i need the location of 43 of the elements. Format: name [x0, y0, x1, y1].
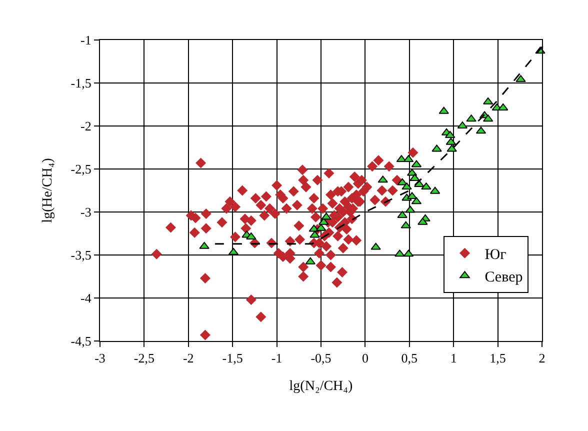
y-axis-title: lg(He/CH₄) — [40, 158, 56, 223]
point — [310, 230, 320, 238]
legend-label: Север — [484, 269, 523, 286]
x-tick-label: -3 — [94, 350, 106, 366]
point — [446, 144, 457, 152]
x-tick-label: 2 — [538, 350, 546, 366]
y-tick-label: -1 — [80, 32, 92, 48]
point — [394, 250, 405, 257]
legend-label: Юг — [484, 246, 506, 263]
x-tick-label: 1,5 — [490, 350, 506, 366]
x-tick-label: 0,5 — [401, 350, 418, 366]
point — [378, 176, 388, 183]
point — [397, 210, 408, 218]
y-tick-label: -4,5 — [70, 334, 92, 349]
point — [516, 75, 526, 82]
point — [397, 178, 408, 186]
y-tick-label: -4 — [80, 290, 92, 306]
y-tick-label: -1,5 — [70, 76, 92, 91]
point — [400, 221, 411, 228]
point — [438, 106, 449, 114]
x-tick-label: 1 — [450, 350, 457, 366]
point — [246, 232, 256, 240]
y-tick-label: -2 — [80, 118, 92, 134]
x-tick-label: -0,5 — [310, 350, 332, 366]
point — [405, 206, 416, 213]
point — [432, 144, 442, 152]
point — [421, 182, 432, 190]
point — [410, 174, 420, 181]
x-axis-title: lg(N₂/CH₄) — [289, 378, 354, 394]
x-tick-label: -2,5 — [134, 350, 154, 366]
x-tick-label: -2 — [182, 350, 194, 366]
y-tick-label: -2,5 — [70, 162, 92, 177]
x-tick-label: 0 — [362, 350, 368, 366]
y-tick-label: -3 — [80, 204, 92, 220]
point — [402, 182, 412, 190]
point — [199, 242, 210, 249]
x-tick-label: -1,5 — [222, 350, 243, 366]
point — [466, 114, 476, 122]
point — [321, 212, 332, 220]
point — [418, 218, 428, 225]
x-tick-label: -1 — [271, 350, 282, 366]
y-tick-label: -3,5 — [70, 248, 92, 263]
point — [370, 242, 381, 250]
